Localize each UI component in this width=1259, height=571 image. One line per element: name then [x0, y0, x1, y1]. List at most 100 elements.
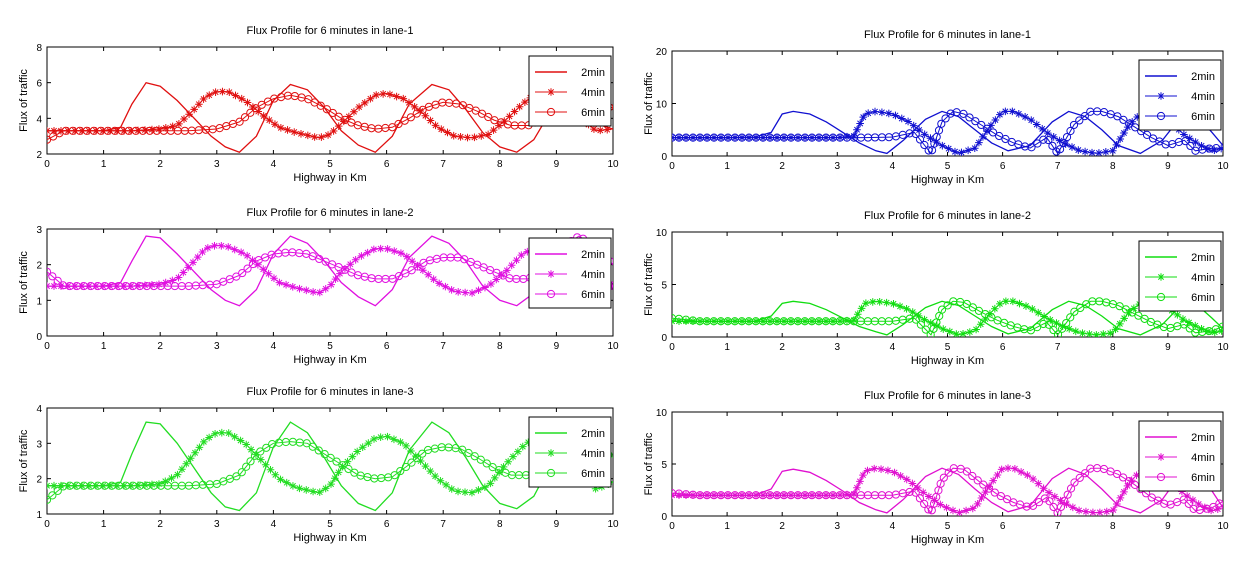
x-tick-label: 6 [1000, 521, 1006, 532]
data-point-4min [225, 88, 234, 97]
data-point-4min [256, 455, 265, 464]
data-point-4min [184, 263, 192, 272]
data-point-4min [1112, 141, 1121, 149]
data-point-4min [141, 126, 149, 134]
data-point-4min [334, 122, 343, 130]
data-point-4min [919, 488, 928, 497]
x-tick-label: 7 [440, 519, 446, 530]
legend: 2min 4min 6min [1138, 240, 1222, 312]
data-point-4min [50, 127, 58, 135]
x-tick-label: 6 [384, 159, 390, 170]
data-point-6min [1053, 330, 1063, 337]
data-point-4min [231, 91, 240, 100]
legend-label: 2min [1191, 71, 1215, 83]
data-point-4min [859, 471, 867, 479]
x-tick-label: 0 [44, 159, 50, 170]
data-point-6min [939, 473, 948, 482]
data-point-4min [524, 438, 533, 447]
data-point-4min [360, 99, 369, 107]
data-point-4min [1002, 297, 1010, 306]
data-point-4min [590, 125, 598, 133]
data-point-4min [429, 275, 438, 283]
data-point-6min [1218, 322, 1223, 331]
data-point-6min [1125, 119, 1134, 128]
x-tick-label: 10 [607, 519, 619, 530]
legend-label: 4min [581, 448, 605, 460]
data-point-4min [981, 488, 990, 496]
chart-panel-3: Flux Profile for 6 minutes in lane-2 0 1 2 3… [18, 207, 619, 366]
data-point-6min [251, 104, 260, 113]
data-point-4min [141, 481, 149, 489]
data-point-4min [289, 482, 297, 490]
data-point-4min [942, 503, 951, 512]
x-tick-label: 1 [724, 342, 730, 353]
data-point-4min [856, 477, 864, 486]
data-point-6min [981, 310, 990, 319]
data-point-4min [1068, 143, 1076, 151]
data-point-4min [507, 261, 516, 270]
legend-box [1138, 240, 1222, 312]
data-point-6min [1066, 484, 1076, 493]
data-point-6min [924, 146, 933, 155]
data-point-4min [211, 429, 219, 438]
data-point-6min [1070, 478, 1079, 487]
data-point-4min [850, 490, 858, 498]
data-point-4min [366, 94, 375, 103]
data-point-6min [1181, 136, 1190, 146]
data-point-4min [925, 492, 933, 501]
x-tick-label: 0 [44, 341, 50, 352]
x-tick-label: 9 [1165, 161, 1171, 172]
data-point-4min [1092, 331, 1101, 337]
data-point-4min [271, 120, 279, 129]
data-point-6min [1040, 494, 1049, 503]
data-point-6min [1121, 305, 1130, 314]
data-point-4min [843, 132, 851, 141]
legend-label: 4min [1191, 272, 1215, 284]
data-point-6min [977, 120, 986, 130]
data-point-4min [148, 125, 156, 134]
data-point-6min [984, 484, 994, 493]
data-point-6min [407, 266, 416, 275]
data-point-4min [275, 278, 284, 287]
data-point-4min [193, 253, 202, 261]
data-point-6min [390, 471, 399, 480]
data-point-4min [431, 121, 440, 130]
data-point-4min [1191, 138, 1200, 146]
data-point-4min [1049, 133, 1058, 141]
data-point-6min [232, 272, 241, 281]
x-axis-label: Highway in Km [911, 355, 984, 367]
y-tick-label: 1 [36, 296, 42, 307]
y-tick-label: 8 [36, 43, 42, 54]
data-point-4min [920, 130, 929, 139]
y-tick-label: 0 [36, 332, 42, 343]
data-point-6min [1075, 116, 1084, 125]
chart-title: Flux Profile for 6 minutes in lane-1 [247, 25, 414, 37]
series-markers-6min [672, 107, 1221, 156]
data-point-4min [962, 506, 970, 515]
data-point-6min [905, 129, 914, 138]
data-point-4min [1179, 315, 1187, 323]
data-point-4min [499, 463, 508, 471]
legend: 2min 4min 6min [528, 237, 612, 309]
data-point-4min [1132, 471, 1141, 480]
data-point-4min [254, 107, 263, 116]
data-point-6min [1142, 130, 1152, 139]
data-point-6min [470, 452, 479, 461]
x-tick-label: 2 [157, 159, 163, 170]
data-point-4min [309, 487, 317, 496]
data-point-4min [399, 94, 408, 103]
data-point-4min [890, 468, 899, 477]
legend-label: 2min [581, 249, 605, 261]
x-tick-label: 4 [890, 342, 896, 353]
data-point-4min [317, 133, 326, 141]
data-point-4min [338, 462, 347, 471]
data-point-4min [302, 286, 311, 295]
data-point-4min [321, 484, 330, 493]
data-point-4min [1075, 506, 1083, 515]
data-point-4min [856, 119, 864, 128]
data-point-4min [682, 491, 690, 499]
series-line-2min [47, 81, 613, 153]
data-point-4min [468, 488, 476, 497]
data-point-4min [364, 439, 373, 447]
x-tick-label: 8 [497, 519, 503, 530]
